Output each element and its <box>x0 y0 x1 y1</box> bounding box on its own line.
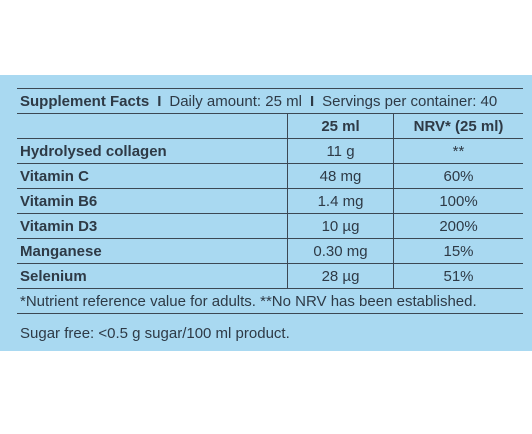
amount: 48 mg <box>287 163 394 189</box>
row: Hydrolysed collagen 11 g ** <box>17 138 523 164</box>
header-cell: Supplement Facts I Daily amount: 25 ml I Ser… <box>17 88 523 114</box>
row: Manganese 0.30 mg 15% <box>17 238 523 264</box>
amount: 11 g <box>287 138 394 164</box>
amount: 1.4 mg <box>287 188 394 214</box>
cell <box>17 113 288 139</box>
row: Selenium 28 µg 51% <box>17 263 523 289</box>
nrv: ** <box>393 138 523 164</box>
row: Vitamin B6 1.4 mg 100% <box>17 188 523 214</box>
amount: 0.30 mg <box>287 238 394 264</box>
column-header: 25 ml <box>287 113 394 139</box>
amount: 28 µg <box>287 263 394 289</box>
nrv: 60% <box>393 163 523 189</box>
column-header: NRV* (25 ml) <box>393 113 523 139</box>
row: Vitamin C 48 mg 60% <box>17 163 523 189</box>
nrv: 51% <box>393 263 523 289</box>
facts-panel: Supplement Facts I Daily amount: 25 ml I Ser… <box>0 75 532 351</box>
separator: I <box>309 92 315 110</box>
sugar-note: Sugar free: <0.5 g sugar/100 ml product. <box>20 325 290 342</box>
servings: Servings per container: 40 <box>322 92 498 110</box>
nrv: 15% <box>393 238 523 264</box>
amount: 10 µg <box>287 213 394 239</box>
footnote: *Nutrient reference value for adults. **… <box>17 288 523 314</box>
nrv: 100% <box>393 188 523 214</box>
header-row: Supplement Facts I Daily amount: 25 ml I Ser… <box>17 88 523 114</box>
row: Vitamin D3 10 µg 200% <box>17 213 523 239</box>
nutrient-name: Manganese <box>17 238 288 264</box>
column-header-row: 25 ml NRV* (25 ml) <box>17 113 523 139</box>
table-body: Hydrolysed collagen 11 g ** Vitamin C 48 mg 6… <box>17 138 523 289</box>
daily-amount: Daily amount: 25 ml <box>169 92 302 110</box>
separator: I <box>157 92 162 110</box>
footnote-row: *Nutrient reference value for adults. **… <box>17 288 523 314</box>
supplement-table: Supplement Facts I Daily amount: 25 ml I Ser… <box>17 88 523 314</box>
nutrient-name: Vitamin B6 <box>17 188 288 214</box>
nrv: 200% <box>393 213 523 239</box>
nutrient-name: Hydrolysed collagen <box>17 138 288 164</box>
nutrient-name: Vitamin C <box>17 163 288 189</box>
nutrient-name: Selenium <box>17 263 288 289</box>
nutrient-name: Vitamin D3 <box>17 213 288 239</box>
title: Supplement Facts <box>20 92 150 110</box>
